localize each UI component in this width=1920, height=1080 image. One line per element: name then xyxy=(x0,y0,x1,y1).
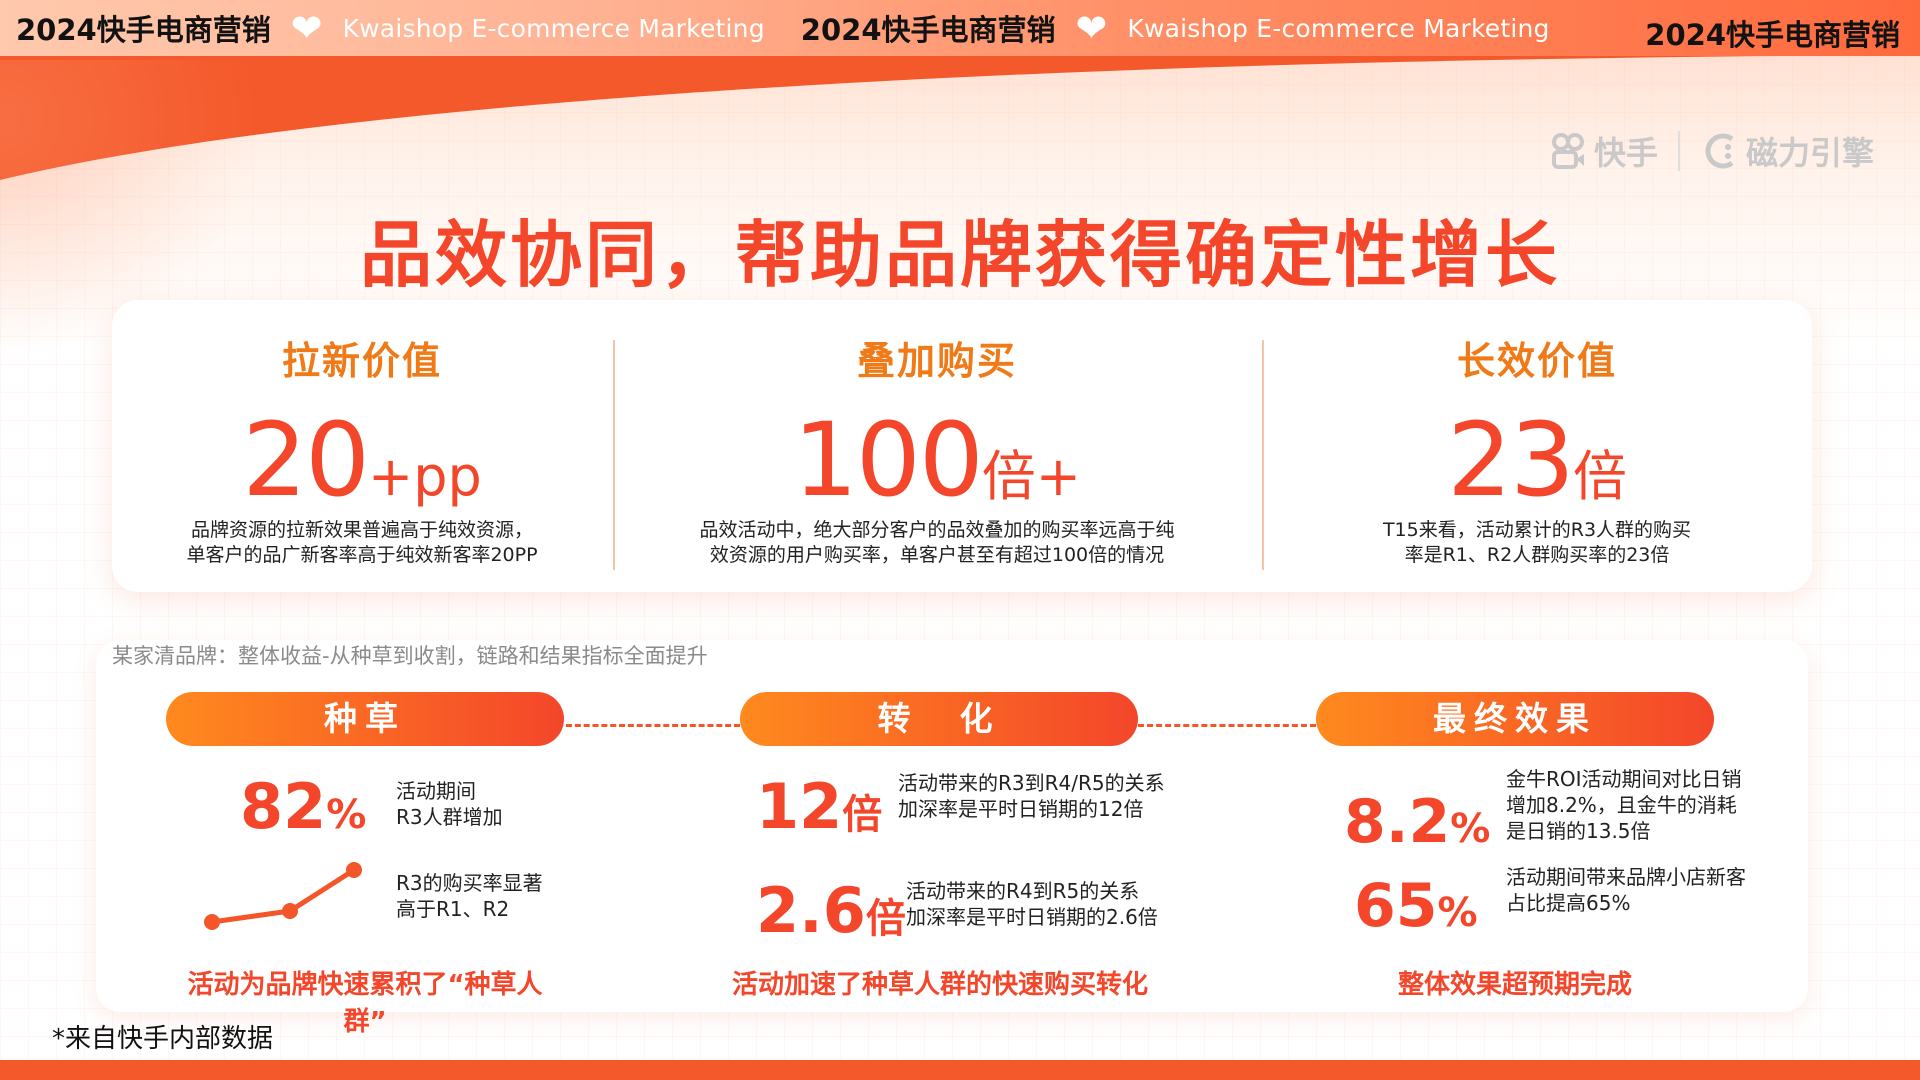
value-column: 长效价值 23倍 T15来看，活动累计的R3人群的购买 率是R1、R2人群购买率… xyxy=(1262,300,1812,592)
stage-connector xyxy=(566,724,740,727)
value-description-line: 单客户的品广新客率高于纯效新客率20PP xyxy=(186,544,538,566)
stage-connector xyxy=(1138,724,1316,727)
value-heading: 叠加购买 xyxy=(856,339,1017,383)
value-number-main: 100 xyxy=(793,401,984,520)
cili-engine-logo-text: 磁力引擎 xyxy=(1745,134,1874,172)
value-column: 拉新价值 20+pp 品牌资源的拉新效果普遍高于纯效资源， 单客户的品广新客率高… xyxy=(112,300,612,592)
case-study-note: 某家清品牌：整体收益-从种草到收割，链路和结果指标全面提升 xyxy=(112,644,708,668)
seeding-line-text: R3的购买率显著 高于R1、R2 xyxy=(396,870,543,922)
conversion-stat-2-text-line: 加深率是平时日销期的2.6倍 xyxy=(906,905,1158,929)
result-stat-2-suffix: % xyxy=(1437,890,1478,936)
value-heading: 拉新价值 xyxy=(281,339,442,383)
seeding-line-text-line: R3的购买率显著 xyxy=(396,871,543,895)
result-stat-2: 65% xyxy=(1354,876,1478,936)
result-stat-1-text-line: 是日销的13.5倍 xyxy=(1506,819,1651,843)
result-stat-2-value: 65 xyxy=(1354,871,1438,941)
result-stat-1-text-line: 增加8.2%，且金牛的消耗 xyxy=(1506,793,1737,817)
conversion-stat-1-text-line: 活动带来的R3到R4/R5的关系 xyxy=(898,771,1165,795)
conversion-stat-1-text-line: 加深率是平时日销期的12倍 xyxy=(898,797,1144,821)
conversion-stat-1-text: 活动带来的R3到R4/R5的关系 加深率是平时日销期的12倍 xyxy=(898,770,1165,822)
banner-en-title: Kwaishop E-commerce Marketing xyxy=(342,13,765,43)
banner-unit: 2024快手电商营销 ❤ Kwaishop E-commerce Marketi… xyxy=(785,7,1550,49)
seeding-conclusion: 活动为品牌快速累积了“种草人群” xyxy=(187,970,543,1037)
header-banner: 2024快手电商营销 ❤ Kwaishop E-commerce Marketi… xyxy=(0,0,1920,56)
value-description-line: 品牌资源的拉新效果普遍高于纯效资源， xyxy=(190,519,533,541)
stage-pill-seeding: 种草 xyxy=(166,692,564,746)
seeding-stat-text: 活动期间 R3人群增加 xyxy=(396,778,503,830)
conversion-stat-1-value: 12 xyxy=(756,770,843,843)
heart-icon: ❤ xyxy=(290,6,323,50)
value-description: 品效活动中，绝大部分客户的品效叠加的购买率远高于纯 效资源的用户购买率，单客户甚… xyxy=(612,518,1262,568)
seeding-stat-value: 82 xyxy=(240,770,327,843)
banner-en-title: Kwaishop E-commerce Marketing xyxy=(1127,13,1550,43)
column-divider xyxy=(613,340,615,570)
kuaishou-logo: 快手 xyxy=(1548,128,1658,174)
conversion-conclusion: 活动加速了种草人群的快速购买转化 xyxy=(731,970,1148,1000)
value-summary-card: 拉新价值 20+pp 品牌资源的拉新效果普遍高于纯效资源， 单客户的品广新客率高… xyxy=(112,300,1812,592)
logo-divider xyxy=(1677,131,1680,171)
seeding-line-text-line: 高于R1、R2 xyxy=(396,897,510,921)
value-number-suffix: 倍 xyxy=(1572,445,1627,508)
conversion-stat-2-text: 活动带来的R4到R5的关系 加深率是平时日销期的2.6倍 xyxy=(906,878,1158,930)
value-description-line: 品效活动中，绝大部分客户的品效叠加的购买率远高于纯 xyxy=(699,519,1175,541)
value-description: 品牌资源的拉新效果普遍高于纯效资源， 单客户的品广新客率高于纯效新客率20PP xyxy=(112,518,612,568)
value-description-line: 率是R1、R2人群购买率的23倍 xyxy=(1404,544,1670,566)
value-column: 叠加购买 100倍+ 品效活动中，绝大部分客户的品效叠加的购买率远高于纯 效资源… xyxy=(612,300,1262,592)
value-number-main: 20 xyxy=(242,401,370,520)
column-divider xyxy=(1262,340,1264,570)
page-title: 品效协同，帮助品牌获得确定性增长 xyxy=(359,213,1560,297)
banner-cn-title: 2024快手电商营销 xyxy=(16,13,271,47)
data-source-note: *来自快手内部数据 xyxy=(52,1024,274,1054)
value-number: 20+pp xyxy=(112,410,612,512)
stage-pill-result: 最终效果 xyxy=(1316,692,1714,746)
logo-group: 快手 磁力引擎 xyxy=(1548,128,1874,174)
result-stat-1-text: 金牛ROI活动期间对比日销 增加8.2%，且金牛的消耗 是日销的13.5倍 xyxy=(1506,766,1742,844)
result-stat-1-value: 8.2 xyxy=(1344,787,1451,857)
value-number-suffix: +pp xyxy=(367,445,482,508)
cili-engine-logo-icon xyxy=(1705,133,1734,169)
result-conclusion: 整体效果超预期完成 xyxy=(1397,970,1632,1000)
conversion-stat-2-value: 2.6 xyxy=(756,874,866,947)
value-number: 23倍 xyxy=(1262,410,1812,512)
seeding-stat-text-line: R3人群增加 xyxy=(396,805,503,829)
value-number-suffix: 倍+ xyxy=(981,445,1081,508)
banner-unit: 2024快手电商营销 ❤ Kwaishop E-commerce Marketi… xyxy=(0,7,765,49)
conversion-stat-1-suffix: 倍 xyxy=(842,792,883,838)
conversion-stat-1: 12倍 xyxy=(756,776,882,838)
stage-pill-conversion: 转 化 xyxy=(740,692,1138,746)
result-stat-2-text-line: 占比提高65% xyxy=(1506,891,1631,915)
kuaishou-logo-text: 快手 xyxy=(1593,134,1658,172)
banner-cn-title: 2024快手电商营销 xyxy=(1645,18,1900,52)
trend-line-icon xyxy=(204,862,362,930)
conversion-stat-2: 2.6倍 xyxy=(756,880,906,942)
value-description: T15来看，活动累计的R3人群的购买 率是R1、R2人群购买率的23倍 xyxy=(1262,518,1812,568)
kuaishou-logo-icon xyxy=(1551,133,1584,169)
result-stat-1-suffix: % xyxy=(1450,806,1491,852)
result-stat-2-text-line: 活动期间带来品牌小店新客 xyxy=(1506,865,1746,889)
banner-cn-title: 2024快手电商营销 xyxy=(800,13,1056,47)
conversion-stat-2-suffix: 倍 xyxy=(865,896,906,942)
value-number-main: 23 xyxy=(1447,401,1575,520)
heart-icon: ❤ xyxy=(1075,6,1108,50)
conversion-stat-2-text-line: 活动带来的R4到R5的关系 xyxy=(906,879,1140,903)
value-number: 100倍+ xyxy=(612,410,1262,512)
result-stat-1-text-line: 金牛ROI活动期间对比日销 xyxy=(1506,767,1742,791)
value-description-line: T15来看，活动累计的R3人群的购买 xyxy=(1382,519,1692,541)
seeding-stat-suffix: % xyxy=(326,792,367,838)
cili-engine-logo: 磁力引擎 xyxy=(1700,128,1874,174)
value-heading: 长效价值 xyxy=(1456,339,1617,383)
value-description-line: 效资源的用户购买率，单客户甚至有超过100倍的情况 xyxy=(709,544,1165,566)
seeding-stat-text-line: 活动期间 xyxy=(396,779,476,803)
result-stat-2-text: 活动期间带来品牌小店新客 占比提高65% xyxy=(1506,864,1746,916)
result-stat-1: 8.2% xyxy=(1344,792,1490,852)
seeding-stat: 82% xyxy=(240,776,366,838)
